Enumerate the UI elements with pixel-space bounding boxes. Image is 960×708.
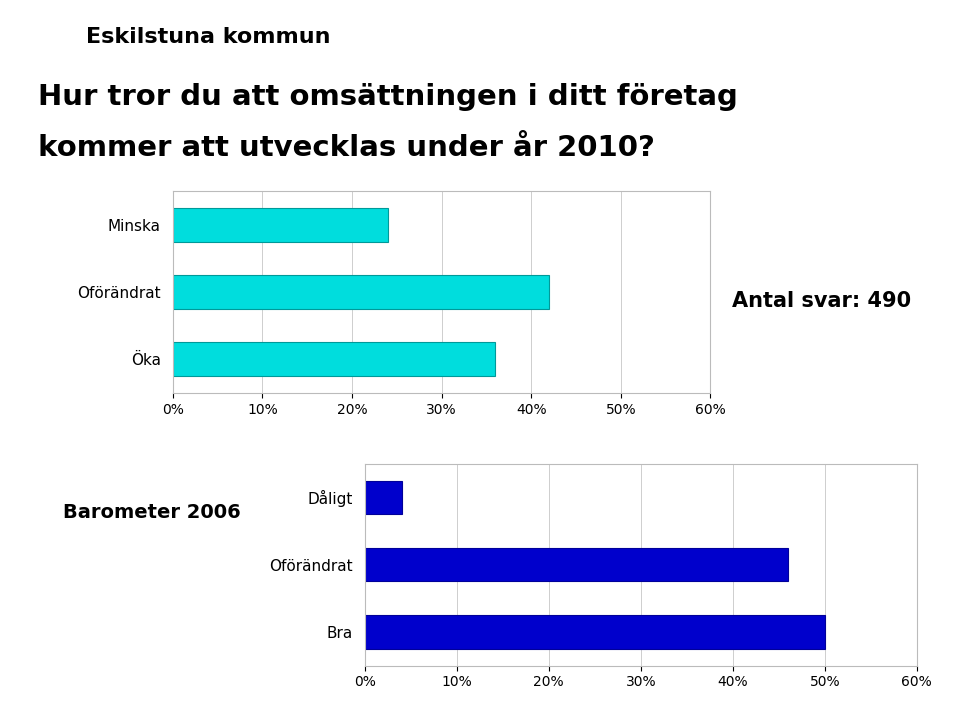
Bar bbox=[173, 208, 388, 241]
Bar bbox=[365, 481, 401, 514]
Bar bbox=[173, 343, 495, 376]
Text: kommer att utvecklas under år 2010?: kommer att utvecklas under år 2010? bbox=[38, 135, 656, 162]
Bar bbox=[365, 548, 788, 581]
Bar bbox=[365, 615, 825, 649]
Text: Hur tror du att omsättningen i ditt företag: Hur tror du att omsättningen i ditt före… bbox=[38, 83, 738, 111]
Text: Antal svar: 490: Antal svar: 490 bbox=[732, 291, 911, 311]
Text: Eskilstuna kommun: Eskilstuna kommun bbox=[86, 27, 331, 47]
Text: Barometer 2006: Barometer 2006 bbox=[63, 503, 241, 522]
Bar bbox=[173, 275, 549, 309]
